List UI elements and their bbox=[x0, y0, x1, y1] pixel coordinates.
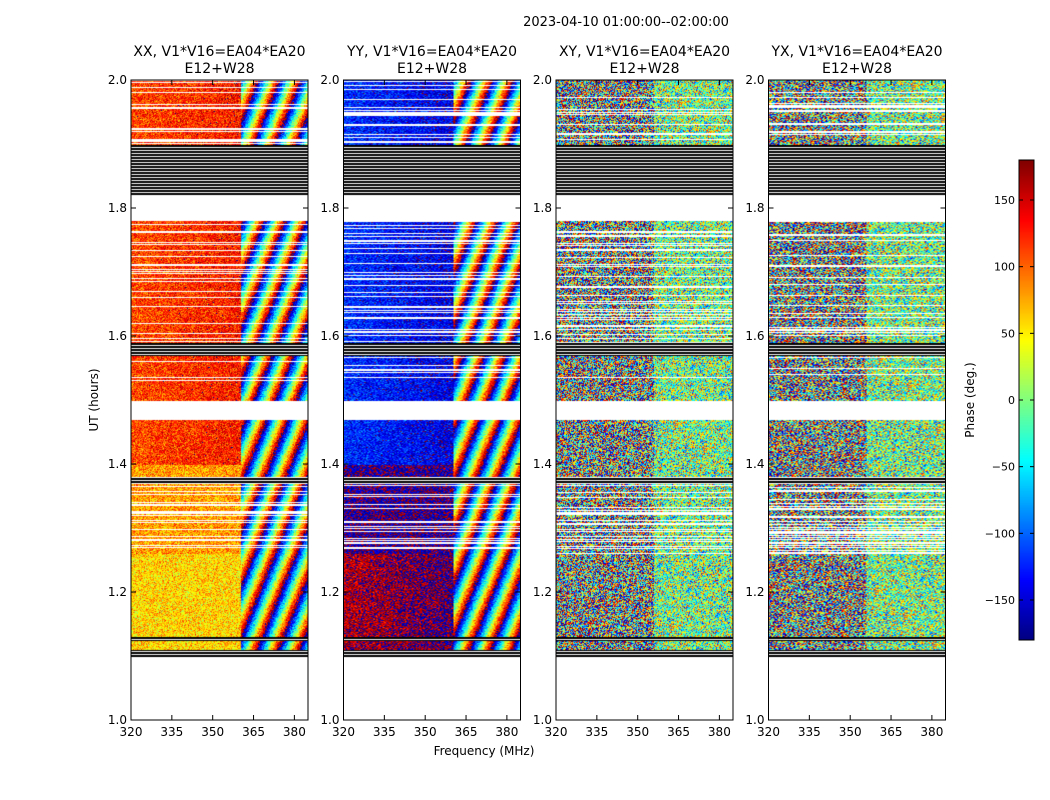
x-tick-label: 365 bbox=[667, 725, 690, 739]
y-tick-label: 1.0 bbox=[320, 713, 339, 727]
heatmap-raster bbox=[768, 80, 946, 720]
x-tick-label: 320 bbox=[757, 725, 780, 739]
y-tick-label: 1.8 bbox=[745, 201, 764, 215]
heatmap-raster bbox=[343, 80, 521, 720]
y-tick-label: 1.6 bbox=[108, 329, 127, 343]
x-tick-label: 365 bbox=[242, 725, 265, 739]
x-tick-label: 350 bbox=[201, 725, 224, 739]
panel-group: XX, V1*V16=EA04*EA20E12+W281.01.21.41.61… bbox=[108, 44, 946, 739]
y-tick-label: 2.0 bbox=[533, 73, 552, 87]
panel-title-line1: YY, V1*V16=EA04*EA20 bbox=[346, 44, 517, 60]
y-tick-label: 1.2 bbox=[320, 585, 339, 599]
y-tick-label: 1.4 bbox=[320, 457, 339, 471]
colorbar-tick-label: 50 bbox=[1001, 327, 1015, 340]
x-tick-label: 365 bbox=[455, 725, 478, 739]
colorbar-tick-label: −50 bbox=[992, 461, 1015, 474]
y-tick-label: 1.4 bbox=[108, 457, 127, 471]
x-tick-label: 335 bbox=[798, 725, 821, 739]
colorbar-label: Phase (deg.) bbox=[963, 362, 977, 437]
panel-title-line2: E12+W28 bbox=[184, 61, 254, 77]
x-tick-label: 350 bbox=[626, 725, 649, 739]
panel-frame bbox=[343, 79, 521, 721]
y-tick-label: 1.0 bbox=[745, 713, 764, 727]
y-tick-label: 1.8 bbox=[533, 201, 552, 215]
x-tick-label: 335 bbox=[585, 725, 608, 739]
panel-frame bbox=[555, 79, 734, 721]
panel-title-line1: XX, V1*V16=EA04*EA20 bbox=[133, 44, 305, 60]
y-tick-label: 1.2 bbox=[533, 585, 552, 599]
x-tick-label: 380 bbox=[495, 725, 518, 739]
y-tick-label: 2.0 bbox=[108, 73, 127, 87]
colorbar: −150 −100 −50 0 50 100 150 bbox=[985, 159, 1035, 641]
y-tick-label: 2.0 bbox=[745, 73, 764, 87]
x-tick-label: 335 bbox=[160, 725, 183, 739]
panel-title-line2: E12+W28 bbox=[397, 61, 467, 77]
x-tick-label: 350 bbox=[839, 725, 862, 739]
y-tick-label: 2.0 bbox=[320, 73, 339, 87]
x-tick-label: 380 bbox=[920, 725, 943, 739]
x-tick-label: 350 bbox=[414, 725, 437, 739]
panel-title-line2: E12+W28 bbox=[609, 61, 679, 77]
panel-title-line1: XY, V1*V16=EA04*EA20 bbox=[559, 44, 730, 60]
colorbar-tick-label: −150 bbox=[985, 594, 1015, 607]
x-tick-label: 335 bbox=[373, 725, 396, 739]
x-tick-label: 320 bbox=[120, 725, 143, 739]
x-tick-label: 380 bbox=[708, 725, 731, 739]
colorbar-gradient bbox=[1019, 160, 1034, 640]
panel-title-line1: YX, V1*V16=EA04*EA20 bbox=[770, 44, 942, 60]
y-tick-label: 1.0 bbox=[108, 713, 127, 727]
x-tick-label: 320 bbox=[332, 725, 355, 739]
y-tick-label: 1.4 bbox=[745, 457, 764, 471]
panel-title-line2: E12+W28 bbox=[822, 61, 892, 77]
x-tick-label: 365 bbox=[880, 725, 903, 739]
heatmap-raster bbox=[131, 80, 308, 720]
colorbar-tick-label: −100 bbox=[985, 527, 1015, 540]
y-tick-label: 1.4 bbox=[533, 457, 552, 471]
y-tick-label: 1.6 bbox=[320, 329, 339, 343]
colorbar-tick-label: 100 bbox=[994, 261, 1015, 274]
y-tick-label: 1.0 bbox=[533, 713, 552, 727]
x-tick-label: 380 bbox=[283, 725, 306, 739]
y-tick-label: 1.6 bbox=[745, 329, 764, 343]
panel-frame bbox=[768, 79, 946, 721]
panel-frame bbox=[130, 79, 309, 721]
y-axis-label: UT (hours) bbox=[87, 368, 101, 431]
y-tick-label: 1.6 bbox=[533, 329, 552, 343]
x-tick-label: 320 bbox=[545, 725, 568, 739]
figure-suptitle: 2023-04-10 01:00:00--02:00:00 bbox=[523, 15, 729, 30]
y-tick-label: 1.2 bbox=[745, 585, 764, 599]
y-tick-label: 1.2 bbox=[108, 585, 127, 599]
x-axis-label: Frequency (MHz) bbox=[434, 744, 535, 758]
heatmap-raster bbox=[556, 80, 733, 720]
y-tick-label: 1.8 bbox=[320, 201, 339, 215]
y-tick-label: 1.8 bbox=[108, 201, 127, 215]
colorbar-tick-label: 0 bbox=[1008, 394, 1015, 407]
colorbar-tick-label: 150 bbox=[994, 194, 1015, 207]
